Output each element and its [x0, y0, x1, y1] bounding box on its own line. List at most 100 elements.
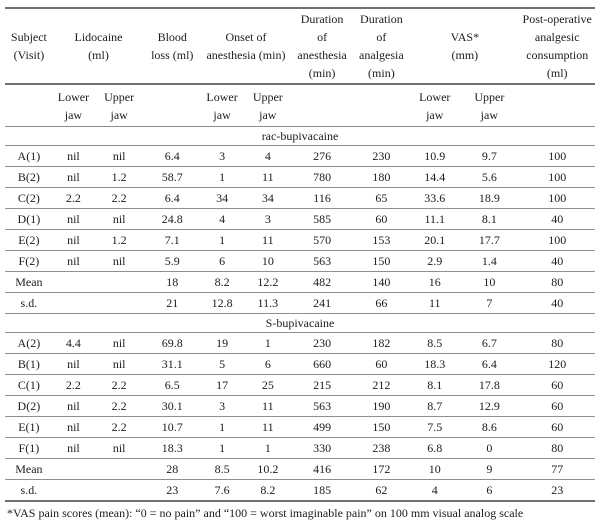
cell-blood-loss: 18 [144, 271, 201, 293]
cell-lidocaine-upper: nil [94, 353, 145, 375]
cell-vas-upper: 6.7 [459, 332, 520, 354]
subcolumn-spacer [291, 84, 353, 127]
section-rac-bupivacaine: rac-bupivacaine A(1) nil nil 6.4 3 4 276 230 10.9… [5, 126, 595, 314]
cell-subject: B(2) [5, 166, 53, 188]
cell-postop-consumption: 80 [519, 437, 595, 459]
table-row: s.d. 21 12.8 11.3 241 66 11 7 40 [5, 292, 595, 314]
cell-vas-upper: 5.6 [459, 166, 520, 188]
cell-vas-upper: 10 [459, 271, 520, 293]
cell-vas-upper: 6 [486, 483, 493, 497]
cell-onset-lower: 34 [200, 187, 244, 209]
cell-duration-anesthesia: 570 [291, 229, 353, 251]
cell-vas-lower: 8.1 [410, 374, 460, 396]
cell-duration-analgesia: 60 [352, 208, 411, 230]
cell-onset-upper: 6 [243, 353, 292, 375]
section-S-bupivacaine: S-bupivacaine A(2) 4.4 nil 69.8 19 1 230 182 8.5 6… [5, 313, 595, 502]
subcolumn-spacer [519, 84, 595, 127]
cell-vas-upper: 17.8 [459, 374, 520, 396]
cell-lidocaine-upper [94, 458, 145, 480]
cell-duration-anesthesia: 482 [291, 271, 353, 293]
cell-onset-lower: 6 [200, 250, 244, 272]
cell-duration-analgesia: 66 [352, 292, 411, 314]
cell-vas-upper: 9.7 [459, 145, 520, 167]
cell-subject: Mean [5, 458, 53, 480]
cell-vas-upper: 0 [459, 437, 520, 459]
cell-postop-consumption: 40 [519, 250, 595, 272]
header-row: Subject (Visit) Lidocaine (ml) Blood loss (ml… [5, 8, 595, 85]
table-row: E(1) nil 2.2 10.7 1 11 499 150 7.5 8.6 60 [5, 416, 595, 438]
cell-duration-analgesia: 65 [352, 187, 411, 209]
cell-onset-lower: 5 [200, 353, 244, 375]
cell-lidocaine-lower: nil [52, 250, 95, 272]
cell-onset-upper: 11 [243, 416, 292, 438]
table-row: Mean 18 8.2 12.2 482 140 16 10 80 [5, 271, 595, 293]
cell-blood-loss: 6.5 [144, 374, 201, 396]
table-row: B(2) nil 1.2 58.7 1 11 780 180 14.4 5.6 100 [5, 166, 595, 188]
cell-duration-anesthesia: 563 [291, 250, 353, 272]
cell-duration-analgesia: 182 [352, 332, 411, 354]
cell-onset-upper: 10 [243, 250, 292, 272]
cell-lidocaine-upper [94, 292, 145, 314]
cell-duration-anesthesia: 230 [291, 332, 353, 354]
cell-postop-consumption: 77 [519, 458, 595, 480]
cell-subject: F(2) [5, 250, 53, 272]
cell-blood-loss: 5.9 [144, 250, 201, 272]
table-row: A(2) 4.4 nil 69.8 19 1 230 182 8.5 6.7 80 [5, 332, 595, 354]
subcolumn-spacer [144, 84, 201, 127]
cell-vas-lower: 14.4 [410, 166, 460, 188]
cell-onset-upper: 8.2 [260, 483, 276, 497]
cell-duration-analgesia: 60 [352, 353, 411, 375]
cell-vas-lower: 18.3 [410, 353, 460, 375]
cell-lidocaine-lower [52, 271, 95, 293]
cell-lidocaine-lower: nil [52, 353, 95, 375]
cell-postop-consumption: 100 [519, 145, 595, 167]
cell-vas-upper: 8.1 [459, 208, 520, 230]
table-row: F(2) nil nil 5.9 6 10 563 150 2.9 1.4 40 [5, 250, 595, 272]
subcolumn-header-onset-upper: Upper jaw [243, 84, 292, 127]
cell-duration-analgesia: 62 [375, 483, 388, 497]
cell-subject: s.d. [20, 483, 38, 497]
table-row: D(1) nil nil 24.8 4 3 585 60 11.1 8.1 40 [5, 208, 595, 230]
table-row: E(2) nil 1.2 7.1 1 11 570 153 20.1 17.7 100 [5, 229, 595, 251]
cell-vas-upper: 18.9 [459, 187, 520, 209]
cell-blood-loss: 28 [144, 458, 201, 480]
cell-duration-analgesia: 153 [352, 229, 411, 251]
cell-duration-anesthesia: 185 [313, 483, 332, 497]
cell-onset-lower: 1 [200, 437, 244, 459]
section-label: S-bupivacaine [5, 313, 595, 333]
cell-vas-lower: 10 [410, 458, 460, 480]
column-header-duration-analgesia: Duration of analgesia (min) [352, 8, 411, 85]
cell-lidocaine-upper: nil [94, 145, 145, 167]
cell-vas-lower: 11.1 [410, 208, 460, 230]
cell-vas-upper: 12.9 [459, 395, 520, 417]
cell-lidocaine-upper: nil [94, 250, 145, 272]
cell-duration-analgesia: 140 [352, 271, 411, 293]
cell-lidocaine-lower: nil [52, 229, 95, 251]
cell-vas-upper: 9 [459, 458, 520, 480]
cell-onset-lower: 3 [200, 395, 244, 417]
cell-lidocaine-lower: nil [52, 395, 95, 417]
cell-postop-consumption: 100 [519, 166, 595, 188]
cell-lidocaine-lower: nil [52, 437, 95, 459]
subheader-row: Lower jaw Upper jaw Lower jaw Upper jaw Lower jaw… [5, 84, 595, 127]
cell-subject: Mean [5, 271, 53, 293]
cell-vas-upper: 6.4 [459, 353, 520, 375]
table-header: Subject (Visit) Lidocaine (ml) Blood loss (ml… [5, 8, 595, 127]
table-row: C(1) 2.2 2.2 6.5 17 25 215 212 8.1 17.8 60 [5, 374, 595, 396]
cell-blood-loss: 58.7 [144, 166, 201, 188]
subcolumn-spacer [352, 84, 411, 127]
cell-postop-consumption: 100 [519, 229, 595, 251]
cell-postop-consumption: 60 [519, 416, 595, 438]
subcolumn-header-vas-upper: Upper jaw [459, 84, 520, 127]
section-label: rac-bupivacaine [5, 126, 595, 146]
cell-onset-upper: 1 [243, 437, 292, 459]
cell-postop-consumption: 80 [519, 332, 595, 354]
cell-lidocaine-upper: 2.2 [94, 374, 145, 396]
cell-lidocaine-lower: nil [52, 208, 95, 230]
cell-subject: D(2) [5, 395, 53, 417]
cell-subject: C(1) [5, 374, 53, 396]
cell-duration-anesthesia: 585 [291, 208, 353, 230]
cell-lidocaine-upper: 2.2 [94, 416, 145, 438]
table-row: C(2) 2.2 2.2 6.4 34 34 116 65 33.6 18.9 100 [5, 187, 595, 209]
